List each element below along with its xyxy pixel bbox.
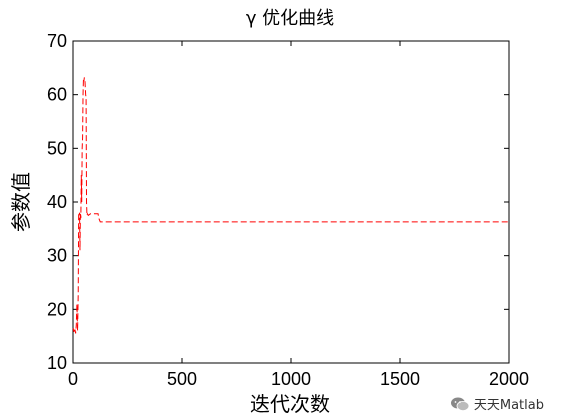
plot-area: 0 500 1000 1500 2000 10 20 30 40 50 60 70 xyxy=(47,31,529,389)
y-axis-label: 参数值 xyxy=(9,172,33,232)
wechat-icon xyxy=(450,397,470,411)
ticks-layer: 0 500 1000 1500 2000 10 20 30 40 50 60 70 xyxy=(47,31,529,389)
x-tick-label: 500 xyxy=(167,369,197,389)
chart-title: γ 优化曲线 xyxy=(246,8,334,29)
y-tick-label: 30 xyxy=(47,246,67,266)
series-line-0 xyxy=(72,77,509,334)
y-tick-label: 40 xyxy=(47,192,67,212)
y-tick-label: 50 xyxy=(47,138,67,158)
y-tick-label: 10 xyxy=(47,353,67,373)
y-tick-label: 20 xyxy=(47,299,67,319)
y-tick-label: 60 xyxy=(47,85,67,105)
x-axis-label: 迭代次数 xyxy=(250,392,330,416)
x-tick-label: 1500 xyxy=(380,369,420,389)
x-tick-label: 2000 xyxy=(489,369,529,389)
x-tick-label: 0 xyxy=(68,369,78,389)
plot-frame xyxy=(72,40,510,364)
x-tick-label: 1000 xyxy=(271,369,311,389)
series-layer xyxy=(72,77,509,334)
y-tick-label: 70 xyxy=(47,31,67,51)
watermark: 天天Matlab xyxy=(446,393,547,414)
watermark-text: 天天Matlab xyxy=(473,398,544,413)
